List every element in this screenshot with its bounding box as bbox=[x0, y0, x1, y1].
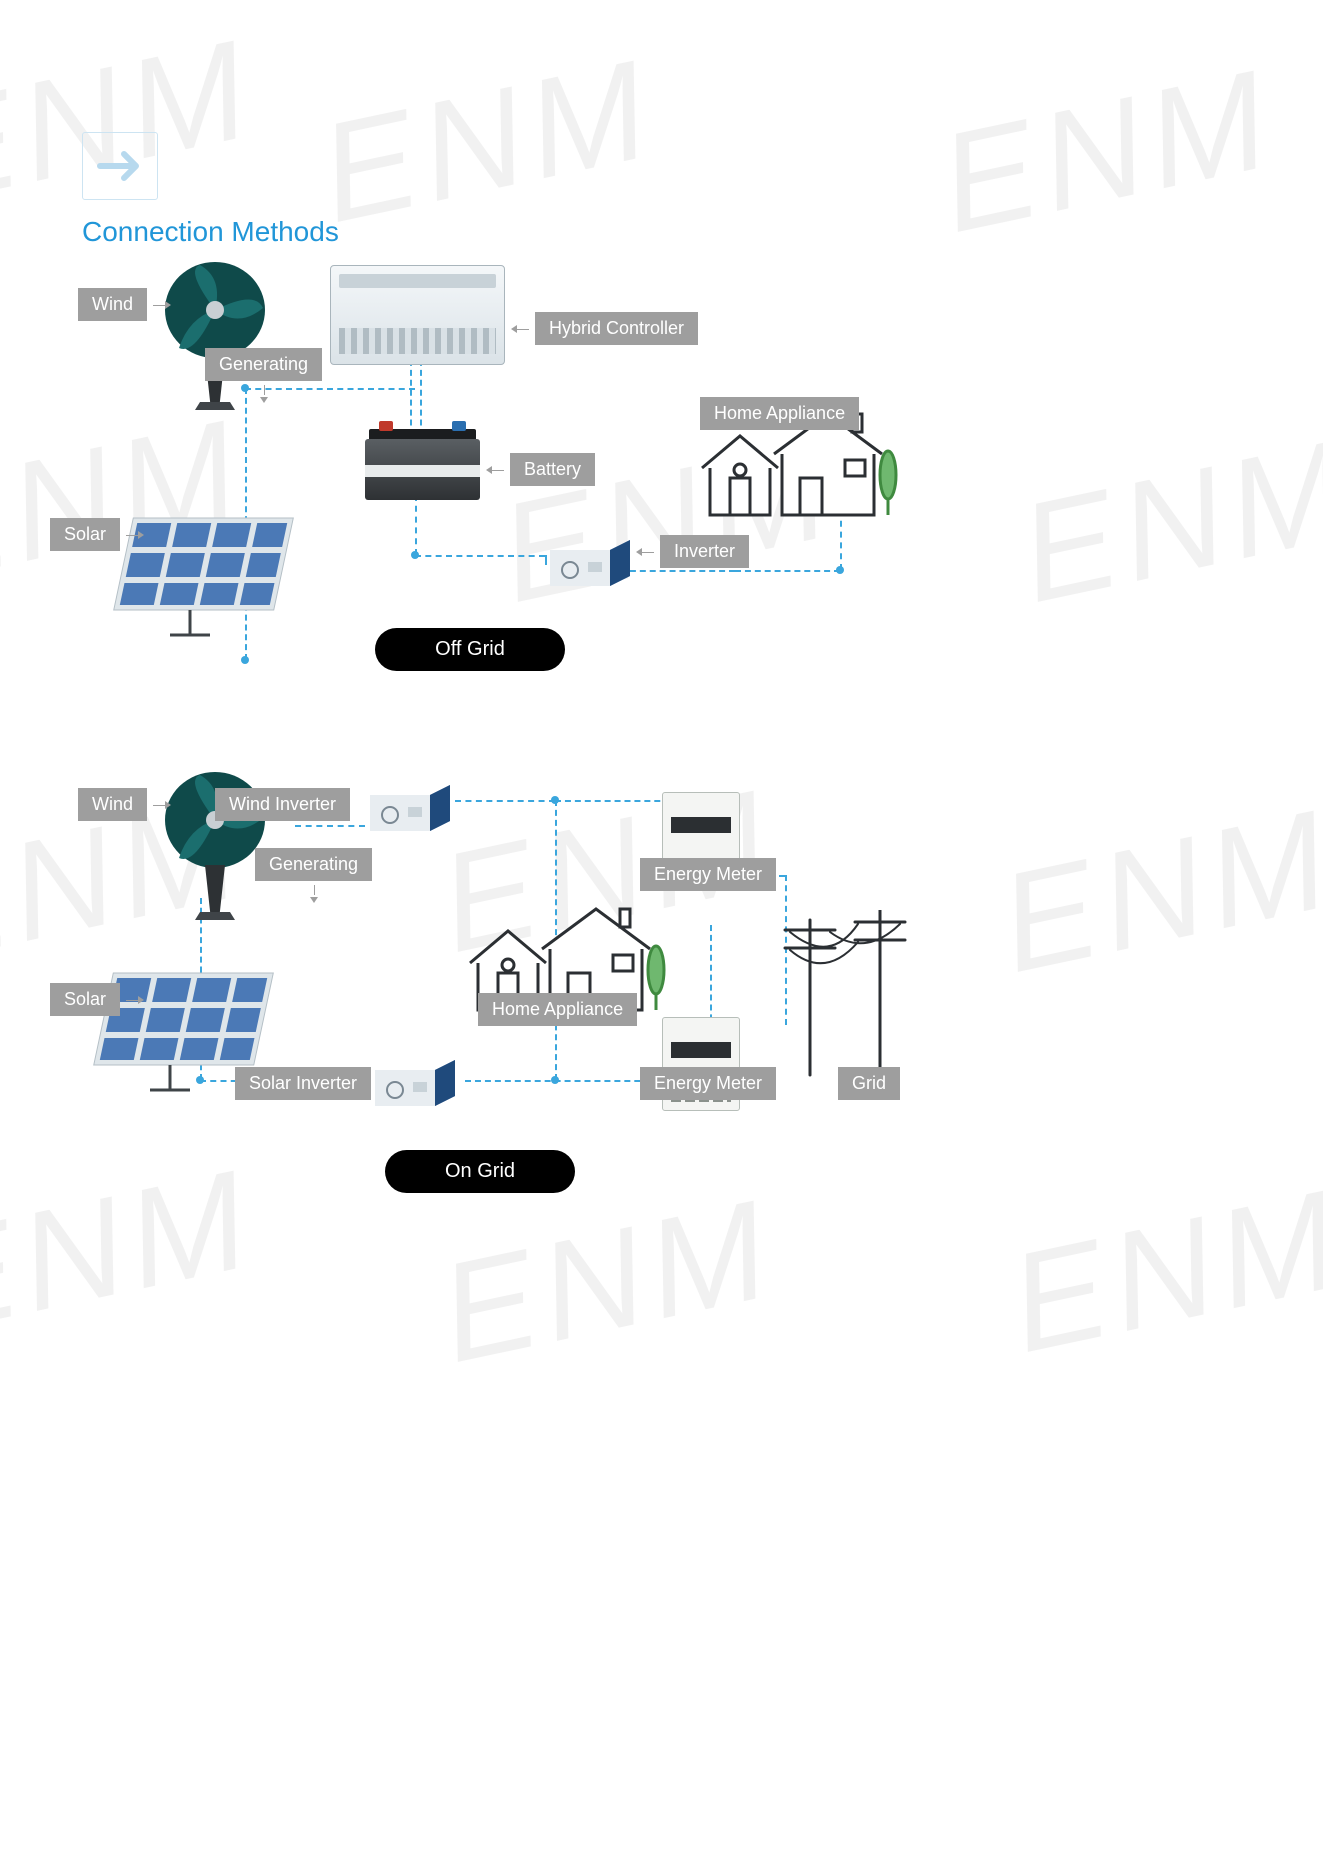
off-grid-diagram: Wind Generating Hybrid Controller Solar … bbox=[0, 260, 1323, 690]
on-grid-diagram: Wind Wind Inverter Generating Solar Sola… bbox=[0, 770, 1323, 1220]
solar-inverter-icon bbox=[365, 1060, 465, 1115]
energy-meter-label: Energy Meter bbox=[640, 858, 776, 891]
grid-icon bbox=[770, 910, 920, 1080]
page-title: Connection Methods bbox=[82, 216, 339, 248]
watermark: ENM bbox=[307, 27, 668, 255]
solar-inverter-label: Solar Inverter bbox=[235, 1067, 371, 1100]
wind-inverter-label: Wind Inverter bbox=[215, 788, 350, 821]
generating-label: Generating bbox=[255, 848, 372, 881]
arrow-icon bbox=[82, 132, 158, 200]
watermark: ENM bbox=[927, 37, 1288, 265]
wind-inverter-icon bbox=[360, 785, 460, 840]
solar-label: Solar bbox=[50, 518, 120, 551]
hybrid-controller-label: Hybrid Controller bbox=[535, 312, 698, 345]
on-grid-caption: On Grid bbox=[385, 1150, 575, 1193]
hybrid-controller-icon bbox=[330, 265, 505, 365]
solar-label: Solar bbox=[50, 983, 120, 1016]
generating-label: Generating bbox=[205, 348, 322, 381]
watermark: ENM bbox=[0, 7, 268, 235]
battery-label: Battery bbox=[510, 453, 595, 486]
inverter-icon bbox=[540, 540, 640, 595]
wind-label: Wind bbox=[78, 788, 147, 821]
home-appliance-label: Home Appliance bbox=[700, 397, 859, 430]
energy-meter-label: Energy Meter bbox=[640, 1067, 776, 1100]
off-grid-caption: Off Grid bbox=[375, 628, 565, 671]
inverter-label: Inverter bbox=[660, 535, 749, 568]
grid-label: Grid bbox=[838, 1067, 900, 1100]
solar-panel-icon bbox=[95, 510, 305, 640]
home-appliance-label: Home Appliance bbox=[478, 993, 637, 1026]
battery-icon bbox=[365, 425, 480, 500]
wind-label: Wind bbox=[78, 288, 147, 321]
